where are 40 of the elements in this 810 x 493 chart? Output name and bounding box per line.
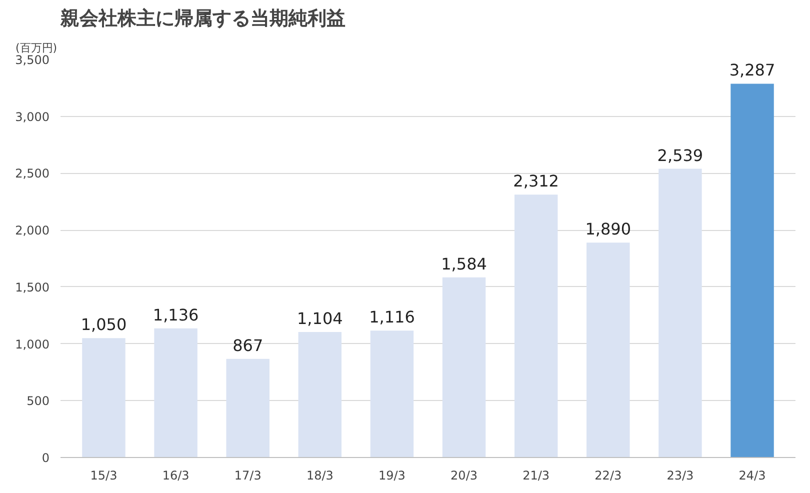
bar xyxy=(442,277,486,458)
x-tick-label: 15/3 xyxy=(90,468,118,482)
data-label: 867 xyxy=(232,336,264,355)
x-tick-label: 23/3 xyxy=(666,468,694,482)
data-label: 1,584 xyxy=(441,254,487,274)
y-tick-label: 2,000 xyxy=(15,224,50,238)
y-axis-title: (百万円) xyxy=(16,42,58,54)
bar xyxy=(586,242,630,458)
bar xyxy=(370,330,414,458)
bar xyxy=(154,328,198,458)
x-tick-label: 20/3 xyxy=(450,468,478,482)
data-label: 1,050 xyxy=(80,315,127,334)
bar xyxy=(82,338,126,458)
data-label: 1,890 xyxy=(585,220,632,239)
bar xyxy=(730,84,774,458)
y-tick-label: 3,500 xyxy=(15,53,50,67)
x-tick-label: 18/3 xyxy=(306,468,334,482)
data-label: 1,116 xyxy=(369,308,415,327)
x-tick-label: 21/3 xyxy=(522,468,550,482)
data-label: 2,539 xyxy=(657,146,704,165)
chart-title: 親会社株主に帰属する当期純利益 xyxy=(60,8,346,30)
y-tick-label: 1,000 xyxy=(15,337,50,352)
y-tick-label: 3,000 xyxy=(15,110,50,124)
bar xyxy=(226,358,270,458)
x-tick-label: 24/3 xyxy=(738,468,766,482)
data-label: 1,136 xyxy=(152,305,199,324)
x-tick-label: 19/3 xyxy=(378,468,406,482)
y-tick-label: 500 xyxy=(26,394,50,408)
bar xyxy=(514,194,558,458)
y-tick-label: 2,500 xyxy=(15,166,50,181)
x-tick-label: 17/3 xyxy=(234,468,262,482)
y-tick-label: 1,500 xyxy=(15,280,50,294)
bar xyxy=(298,332,342,458)
data-label: 2,312 xyxy=(513,172,559,191)
data-label: 1,104 xyxy=(297,308,343,328)
x-tick-label: 22/3 xyxy=(594,468,622,482)
y-tick-label: 0 xyxy=(42,451,50,465)
bar xyxy=(658,168,702,458)
data-label: 3,287 xyxy=(729,60,776,80)
x-tick-label: 16/3 xyxy=(162,468,190,482)
